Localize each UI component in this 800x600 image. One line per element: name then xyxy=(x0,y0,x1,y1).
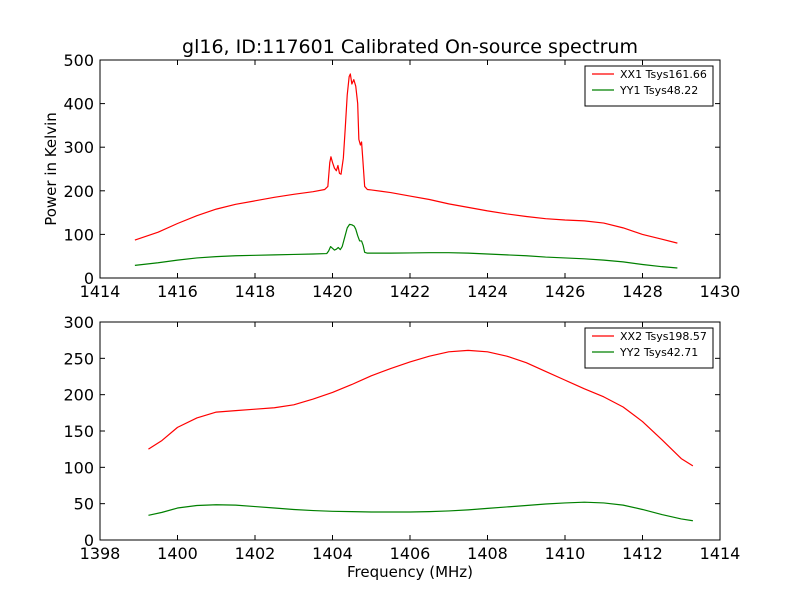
chart-1-xtick-label: 1426 xyxy=(545,282,586,301)
chart-1-xtick-label: 1416 xyxy=(157,282,198,301)
chart-2-xtick-label: 1400 xyxy=(157,544,198,563)
chart-2-legend-label-2: YY2 Tsys42.71 xyxy=(619,346,698,359)
chart-2-xtick-label: 1404 xyxy=(312,544,353,563)
chart-1-xtick-label: 1424 xyxy=(467,282,508,301)
chart-2-xtick-label: 1406 xyxy=(390,544,431,563)
chart-2-xlabel: Frequency (MHz) xyxy=(347,563,473,581)
chart-2-ytick-label: 300 xyxy=(63,313,94,332)
chart-1-ylabel: Power in Kelvin xyxy=(42,112,60,226)
chart-2-ytick-label: 200 xyxy=(63,386,94,405)
chart-1-xtick-label: 1418 xyxy=(235,282,276,301)
chart-2-ytick-label: 150 xyxy=(63,422,94,441)
chart-2-xtick-label: 1402 xyxy=(235,544,276,563)
chart-2-series-1-line xyxy=(148,349,694,467)
bottom-subplot: 1398 1400 1402 1404 1406 1408 1410 1412 1414 0 50 1… xyxy=(63,313,740,581)
chart-1-xtick-label: 1414 xyxy=(80,282,121,301)
chart-2-xtick-label: 1412 xyxy=(622,544,663,563)
chart-1-xtick-label: 1422 xyxy=(390,282,431,301)
chart-title: gl16, ID:117601 Calibrated On-source spe… xyxy=(182,36,638,58)
chart-2-legend-label-1: XX2 Tsys198.57 xyxy=(620,330,707,343)
chart-1-xtick-label: 1430 xyxy=(700,282,741,301)
chart-2-series-2-line xyxy=(148,501,693,522)
chart-1-ytick-label: 0 xyxy=(84,269,94,288)
chart-1-ytick-label: 100 xyxy=(63,225,94,244)
chart-1-series-1-line xyxy=(134,73,678,244)
chart-1-legend-label-2: YY1 Tsys48.22 xyxy=(619,84,698,97)
chart-1-ytick-label: 400 xyxy=(63,95,94,114)
chart-2-ytick-label: 50 xyxy=(74,495,94,514)
chart-1-xtick-label: 1428 xyxy=(622,282,663,301)
chart-1-ytick-label: 300 xyxy=(63,138,94,157)
chart-2-xtick-label: 1408 xyxy=(467,544,508,563)
chart-1-ytick-label: 200 xyxy=(63,182,94,201)
chart-2-legend-box xyxy=(584,327,714,369)
chart-1-ytick-label: 500 xyxy=(63,51,94,70)
chart-2-xtick-label: 1410 xyxy=(545,544,586,563)
chart-2-xtick-label: 1398 xyxy=(80,544,121,563)
chart-2-ytick-label: 0 xyxy=(84,531,94,550)
chart-1-legend-label-1: XX1 Tsys161.66 xyxy=(620,68,707,81)
chart-2-ytick-label: 100 xyxy=(63,458,94,477)
chart-2-xtick-label: 1414 xyxy=(700,544,741,563)
chart-1-xtick-label: 1420 xyxy=(312,282,353,301)
chart-2-ytick-label: 250 xyxy=(63,349,94,368)
chart-1-series-2-line xyxy=(134,223,678,269)
top-subplot: 1414 1416 1418 1420 1422 1424 1426 1428 1430 0 100… xyxy=(42,51,740,301)
chart-1-legend-box xyxy=(584,65,714,107)
